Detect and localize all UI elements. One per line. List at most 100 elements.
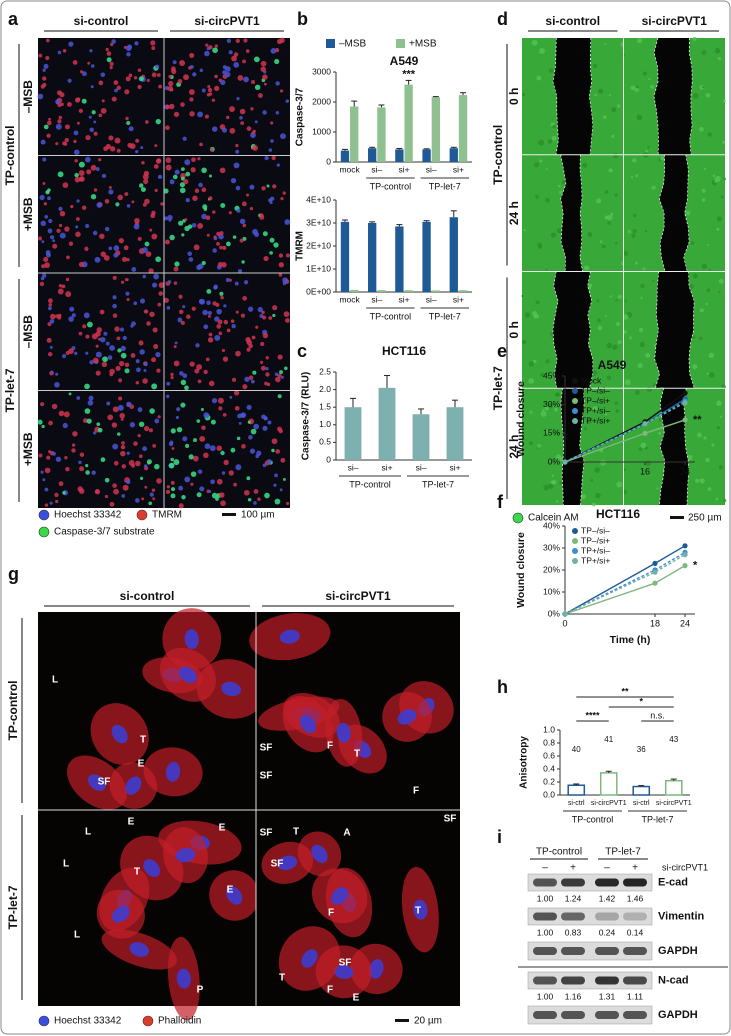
- group-label: TP-let-7: [6, 885, 20, 929]
- micrograph: [164, 38, 290, 156]
- texture: [545, 168, 548, 171]
- cell: [242, 384, 248, 390]
- cell: [115, 202, 120, 207]
- cell: [42, 82, 47, 87]
- cell: [190, 65, 194, 69]
- cell: [81, 205, 87, 211]
- nucleus: [175, 848, 196, 863]
- bar: [340, 150, 350, 162]
- cell: [117, 404, 124, 411]
- annotation: F: [328, 908, 334, 919]
- cell: [117, 348, 122, 353]
- chart-title: HCT116: [596, 507, 640, 521]
- x-tick-label: si-ctrl: [633, 800, 650, 807]
- cell: [197, 111, 204, 118]
- significance-label: n.s.: [650, 710, 665, 720]
- cell: [87, 400, 94, 406]
- cell: [240, 313, 246, 318]
- bar: [395, 226, 404, 292]
- cell: [250, 79, 256, 85]
- cell: [102, 356, 108, 363]
- cell: [207, 85, 211, 89]
- cell: [106, 51, 112, 56]
- x-tick-label: 0: [562, 618, 567, 628]
- cell: [234, 406, 240, 411]
- cell: [219, 230, 224, 236]
- cell: [123, 45, 127, 49]
- cell: [178, 485, 184, 491]
- cell: [157, 415, 161, 419]
- texture: [701, 49, 707, 55]
- texture: [692, 36, 697, 41]
- cell: [183, 74, 189, 81]
- cell: [85, 334, 90, 339]
- panel-label: f: [497, 492, 504, 512]
- cell: [204, 443, 211, 450]
- cell: [208, 174, 212, 178]
- error-bar: [452, 399, 458, 408]
- cell: [48, 306, 52, 311]
- cell: [158, 84, 162, 89]
- cell: [117, 432, 121, 436]
- cell: [269, 251, 273, 255]
- cell: [65, 291, 72, 298]
- cell: [169, 234, 175, 241]
- cell: [191, 306, 196, 311]
- band: [533, 912, 557, 921]
- texture: [617, 294, 622, 299]
- error-bar: [423, 220, 430, 222]
- x-tick-label: si–: [348, 462, 359, 472]
- cell: [279, 370, 283, 375]
- texture: [580, 493, 586, 500]
- cell: [96, 202, 103, 208]
- chart-title: A549: [598, 358, 627, 372]
- cell: [259, 213, 264, 218]
- cell: [220, 450, 225, 456]
- cell: [222, 127, 227, 133]
- cell: [108, 135, 114, 141]
- cell: [128, 73, 133, 78]
- cell: [141, 497, 145, 501]
- cell: [55, 372, 59, 376]
- cell: [79, 452, 85, 457]
- annotation: E: [128, 817, 135, 828]
- texture: [723, 177, 727, 181]
- texture: [699, 478, 705, 484]
- cell: [275, 81, 280, 86]
- group-label: TP-let-7: [429, 311, 461, 321]
- cell: [264, 492, 270, 499]
- cell: [41, 264, 46, 269]
- cell: [47, 228, 53, 234]
- cell: [150, 40, 156, 46]
- texture: [701, 198, 706, 202]
- cell: [219, 291, 224, 296]
- cell: [87, 61, 91, 65]
- cell: [245, 336, 251, 343]
- bar: [404, 290, 413, 292]
- lane-label: –: [604, 863, 610, 874]
- cell: [140, 476, 144, 480]
- texture: [531, 39, 538, 46]
- cell: [74, 351, 78, 356]
- texture: [521, 294, 525, 298]
- cell: [245, 49, 250, 53]
- texture: [557, 184, 561, 188]
- cell: [65, 467, 70, 472]
- cell: [187, 224, 193, 229]
- cell: [271, 438, 278, 445]
- cell: [95, 344, 99, 348]
- cell: [94, 256, 101, 263]
- cell: [95, 167, 100, 171]
- cell: [195, 343, 200, 348]
- texture: [636, 114, 643, 121]
- cell: [217, 397, 224, 404]
- cell: [89, 127, 94, 133]
- cell: [192, 72, 197, 77]
- cell: [179, 187, 186, 194]
- cell: [274, 498, 281, 505]
- cell: [143, 425, 150, 432]
- significance-label: *: [639, 696, 643, 706]
- cell: [241, 444, 246, 449]
- lane-label: +: [570, 863, 576, 874]
- cell: [286, 501, 290, 506]
